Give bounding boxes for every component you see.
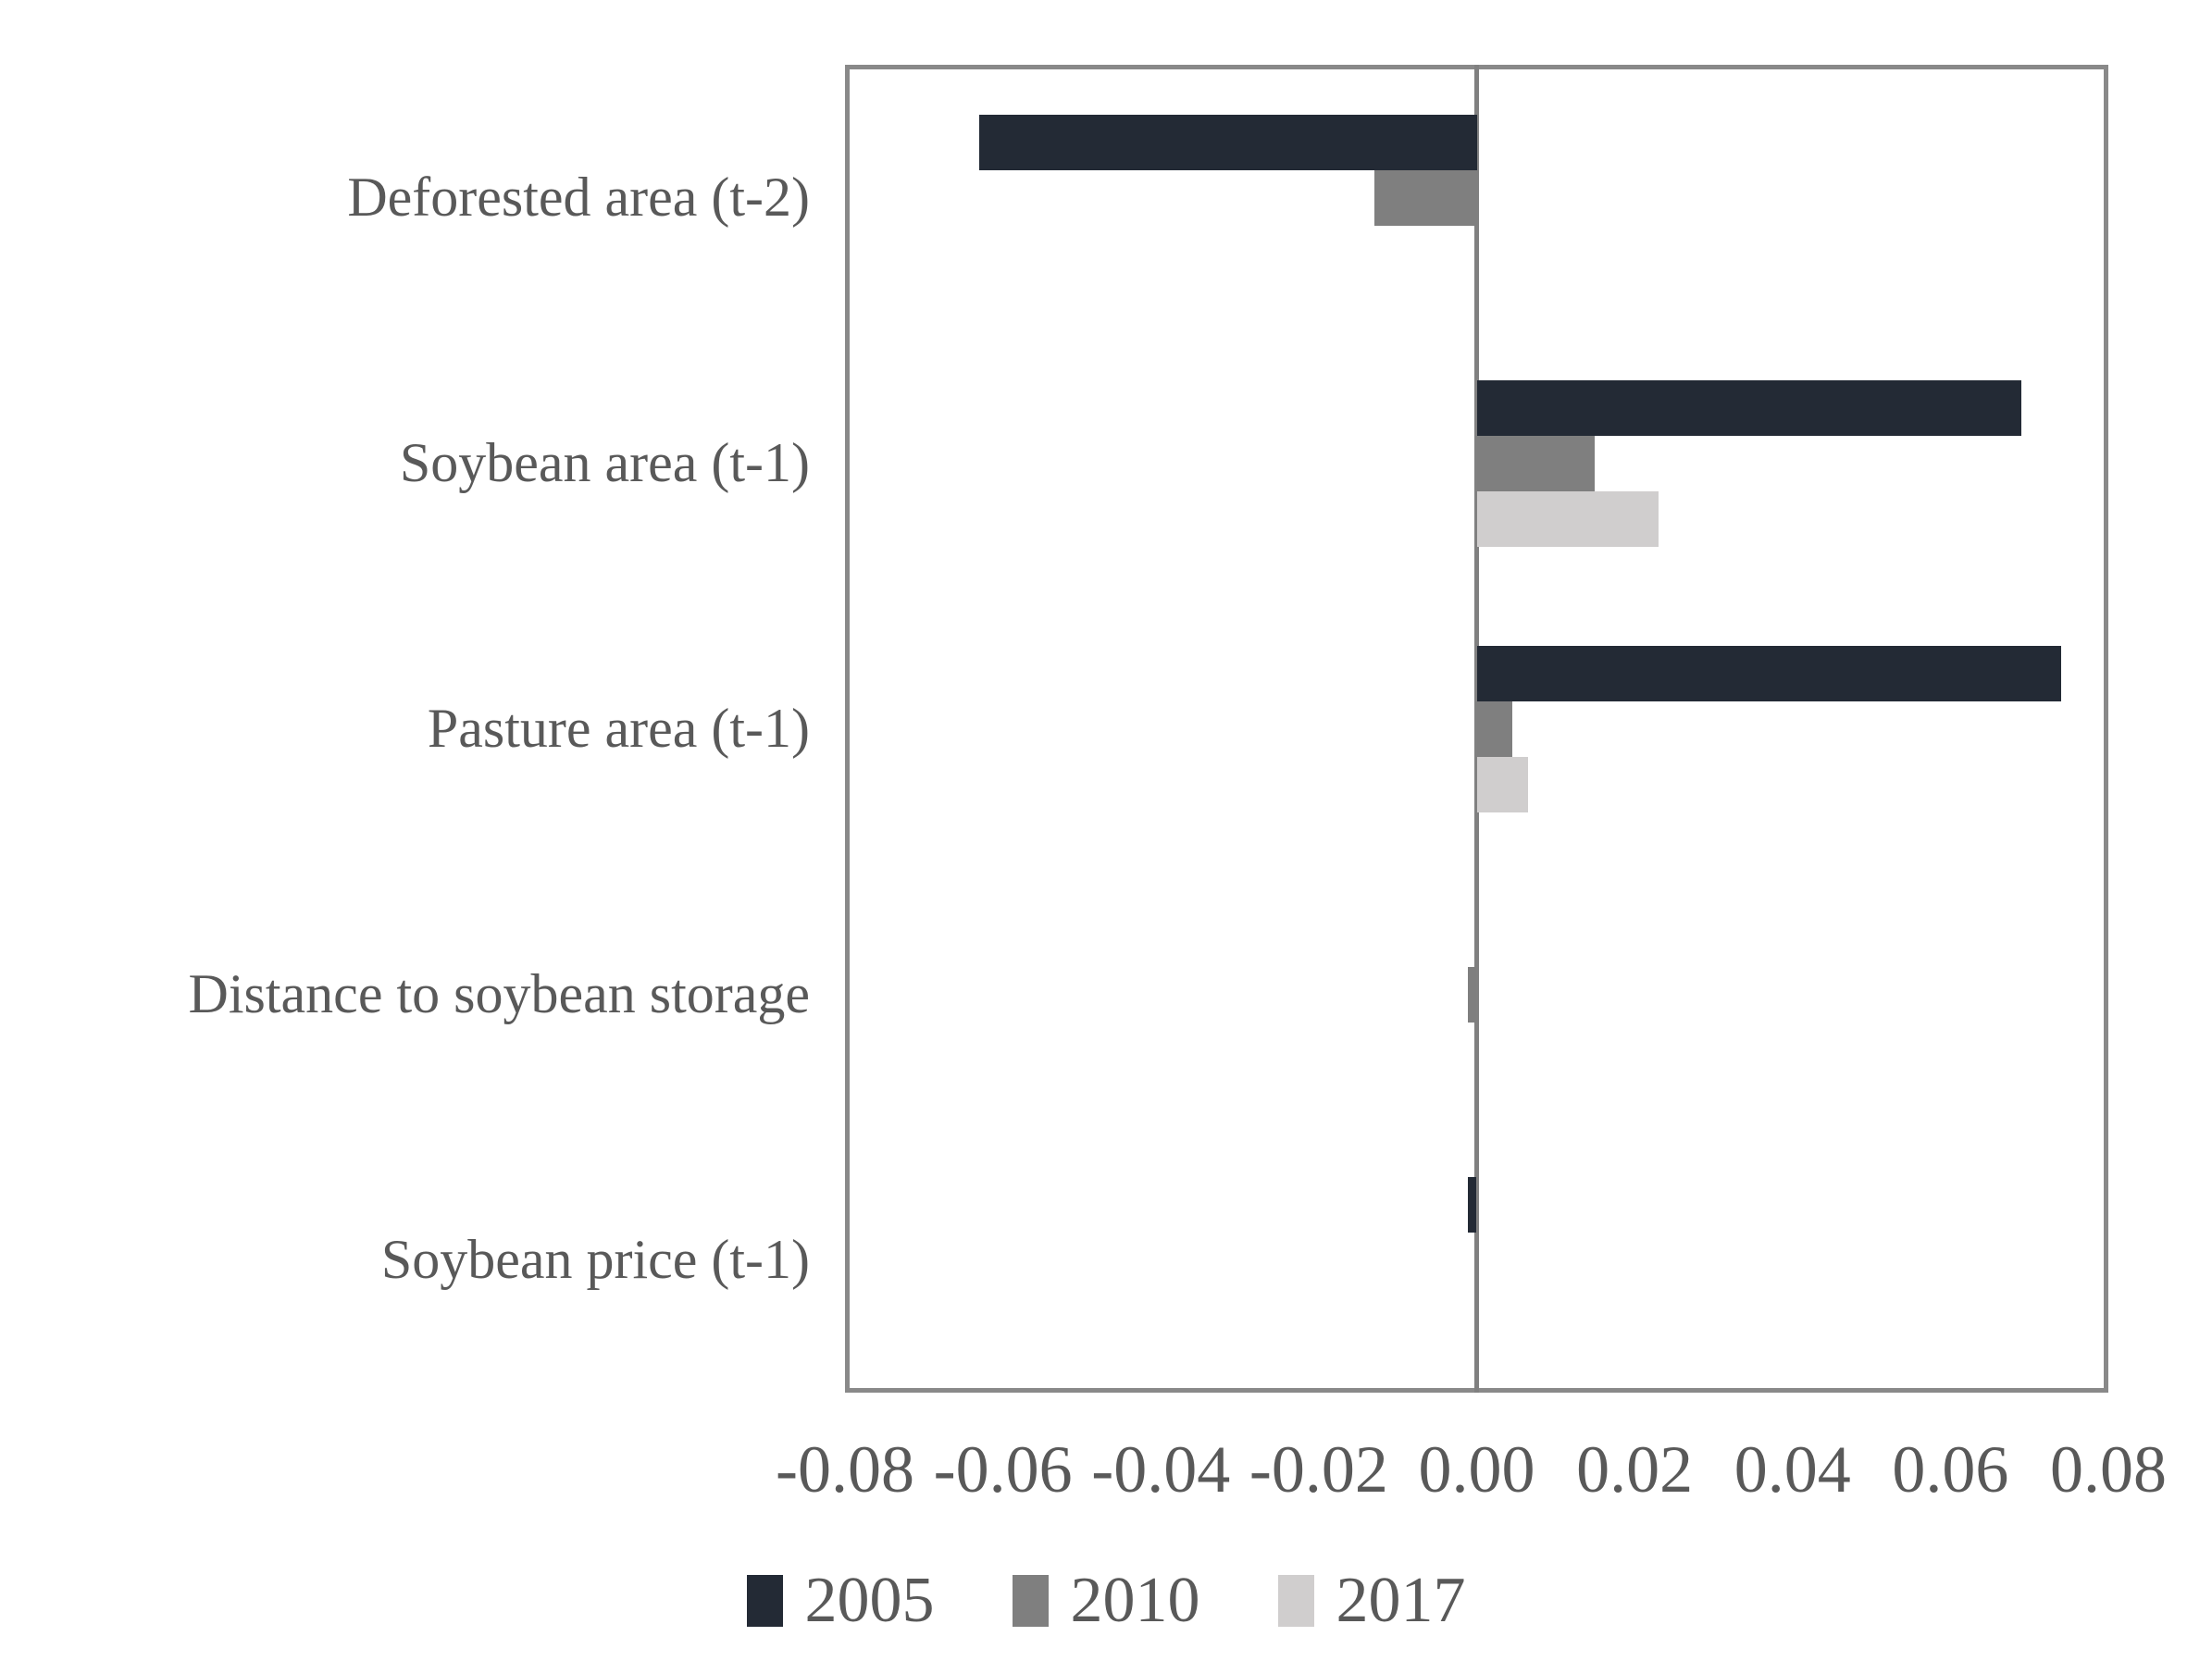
x-tick-label: 0.02 [1576, 1432, 1694, 1506]
bar-2017 [1476, 490, 1659, 547]
legend-label: 2017 [1336, 1565, 1466, 1636]
x-tick-label: 0.04 [1734, 1432, 1851, 1506]
legend: 2005 2010 2017 [0, 1568, 2212, 1633]
category-label: Soybean price (t-1) [380, 1229, 810, 1290]
legend-label: 2010 [1070, 1565, 1200, 1636]
x-tick-label: -0.08 [776, 1432, 914, 1506]
bar-2005 [1476, 379, 2022, 436]
bar-2005 [979, 114, 1477, 170]
legend-swatch-2010 [1012, 1575, 1049, 1627]
x-tick-label: -0.06 [933, 1432, 1073, 1506]
legend-swatch-2005 [746, 1575, 783, 1627]
legend-swatch-2017 [1277, 1575, 1314, 1627]
category-label: Deforested area (t-2) [347, 167, 810, 228]
legend-item-2010: 2010 [1012, 1565, 1200, 1636]
bar-2005 [1468, 1176, 1477, 1233]
category-label: Pasture area (t-1) [427, 698, 810, 759]
legend-item-2005: 2005 [746, 1565, 935, 1636]
bar-2010 [1476, 435, 1596, 491]
bar-2010 [1476, 700, 1512, 757]
x-tick-label: -0.02 [1249, 1432, 1388, 1506]
bar-2017 [1476, 756, 1528, 812]
bar-2010 [1373, 169, 1477, 226]
bar-2005 [1476, 645, 2061, 701]
legend-label: 2005 [804, 1565, 935, 1636]
x-tick-label: 0.08 [2050, 1432, 2167, 1506]
category-label: Soybean area (t-1) [399, 432, 810, 493]
category-label: Distance to soybean storage [188, 963, 810, 1024]
bar-2010 [1468, 966, 1477, 1023]
x-tick-label: 0.00 [1418, 1432, 1535, 1506]
x-tick-label: -0.04 [1091, 1432, 1231, 1506]
legend-item-2017: 2017 [1277, 1565, 1466, 1636]
x-tick-label: 0.06 [1892, 1432, 2009, 1506]
